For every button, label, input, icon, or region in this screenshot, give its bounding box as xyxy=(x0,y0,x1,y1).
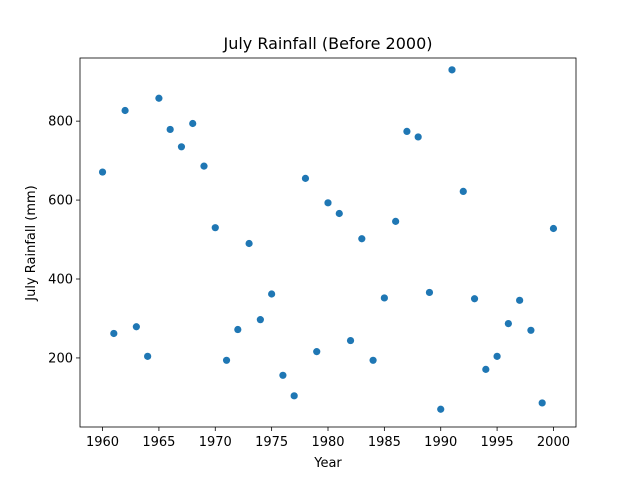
data-point xyxy=(290,392,298,400)
data-point xyxy=(392,217,400,225)
data-point xyxy=(437,405,445,413)
x-tick-label: 1975 xyxy=(255,435,288,450)
y-tick-label: 600 xyxy=(48,194,73,209)
x-tick-label: 1965 xyxy=(142,435,175,450)
y-tick-label: 200 xyxy=(48,351,73,366)
data-point xyxy=(516,296,524,304)
data-point xyxy=(132,323,140,331)
data-point xyxy=(538,399,546,407)
chart-title: July Rainfall (Before 2000) xyxy=(222,34,432,53)
data-point xyxy=(324,199,332,207)
data-point xyxy=(121,106,129,115)
data-point xyxy=(245,239,253,248)
data-point xyxy=(222,356,231,364)
data-point xyxy=(155,94,163,102)
data-point xyxy=(369,356,377,364)
y-tick-label: 800 xyxy=(48,115,73,130)
data-point xyxy=(177,143,186,151)
data-point xyxy=(200,162,208,170)
data-point xyxy=(313,348,321,356)
data-point xyxy=(234,325,242,334)
y-tick-label: 400 xyxy=(48,273,73,288)
data-point xyxy=(211,224,219,232)
data-point xyxy=(335,209,343,218)
data-point xyxy=(403,127,411,136)
y-axis-label: July Rainfall (mm) xyxy=(24,185,39,301)
data-point xyxy=(166,125,174,134)
x-axis-label: Year xyxy=(313,456,342,471)
data-point xyxy=(256,316,264,324)
data-point xyxy=(414,133,422,141)
data-point xyxy=(110,329,118,338)
x-tick-label: 2000 xyxy=(537,435,570,450)
data-point xyxy=(268,290,276,298)
data-point xyxy=(301,174,310,182)
data-point xyxy=(144,352,152,360)
data-point xyxy=(346,336,355,345)
data-point xyxy=(380,294,388,302)
plot-area: 1960 1965 1970 1975 1980 1985 1990 1995 2000 200 4… xyxy=(48,57,577,450)
x-tick-label: 1995 xyxy=(481,435,514,450)
data-point xyxy=(459,187,467,195)
x-tick-label: 1990 xyxy=(424,435,457,450)
data-point xyxy=(493,352,501,360)
data-point xyxy=(425,288,434,297)
axes-frame xyxy=(79,57,577,428)
data-point xyxy=(527,326,535,334)
data-point xyxy=(98,168,107,176)
data-point xyxy=(358,235,366,243)
x-tick-label: 1980 xyxy=(311,435,344,450)
x-tick-label: 1970 xyxy=(199,435,232,450)
data-point xyxy=(470,295,479,303)
data-point xyxy=(504,320,512,328)
data-point xyxy=(549,224,558,233)
data-point xyxy=(482,365,490,373)
x-tick-label: 1960 xyxy=(86,435,119,450)
data-point xyxy=(279,371,287,379)
data-point xyxy=(448,66,456,74)
data-point xyxy=(189,119,197,128)
x-tick-label: 1985 xyxy=(368,435,401,450)
